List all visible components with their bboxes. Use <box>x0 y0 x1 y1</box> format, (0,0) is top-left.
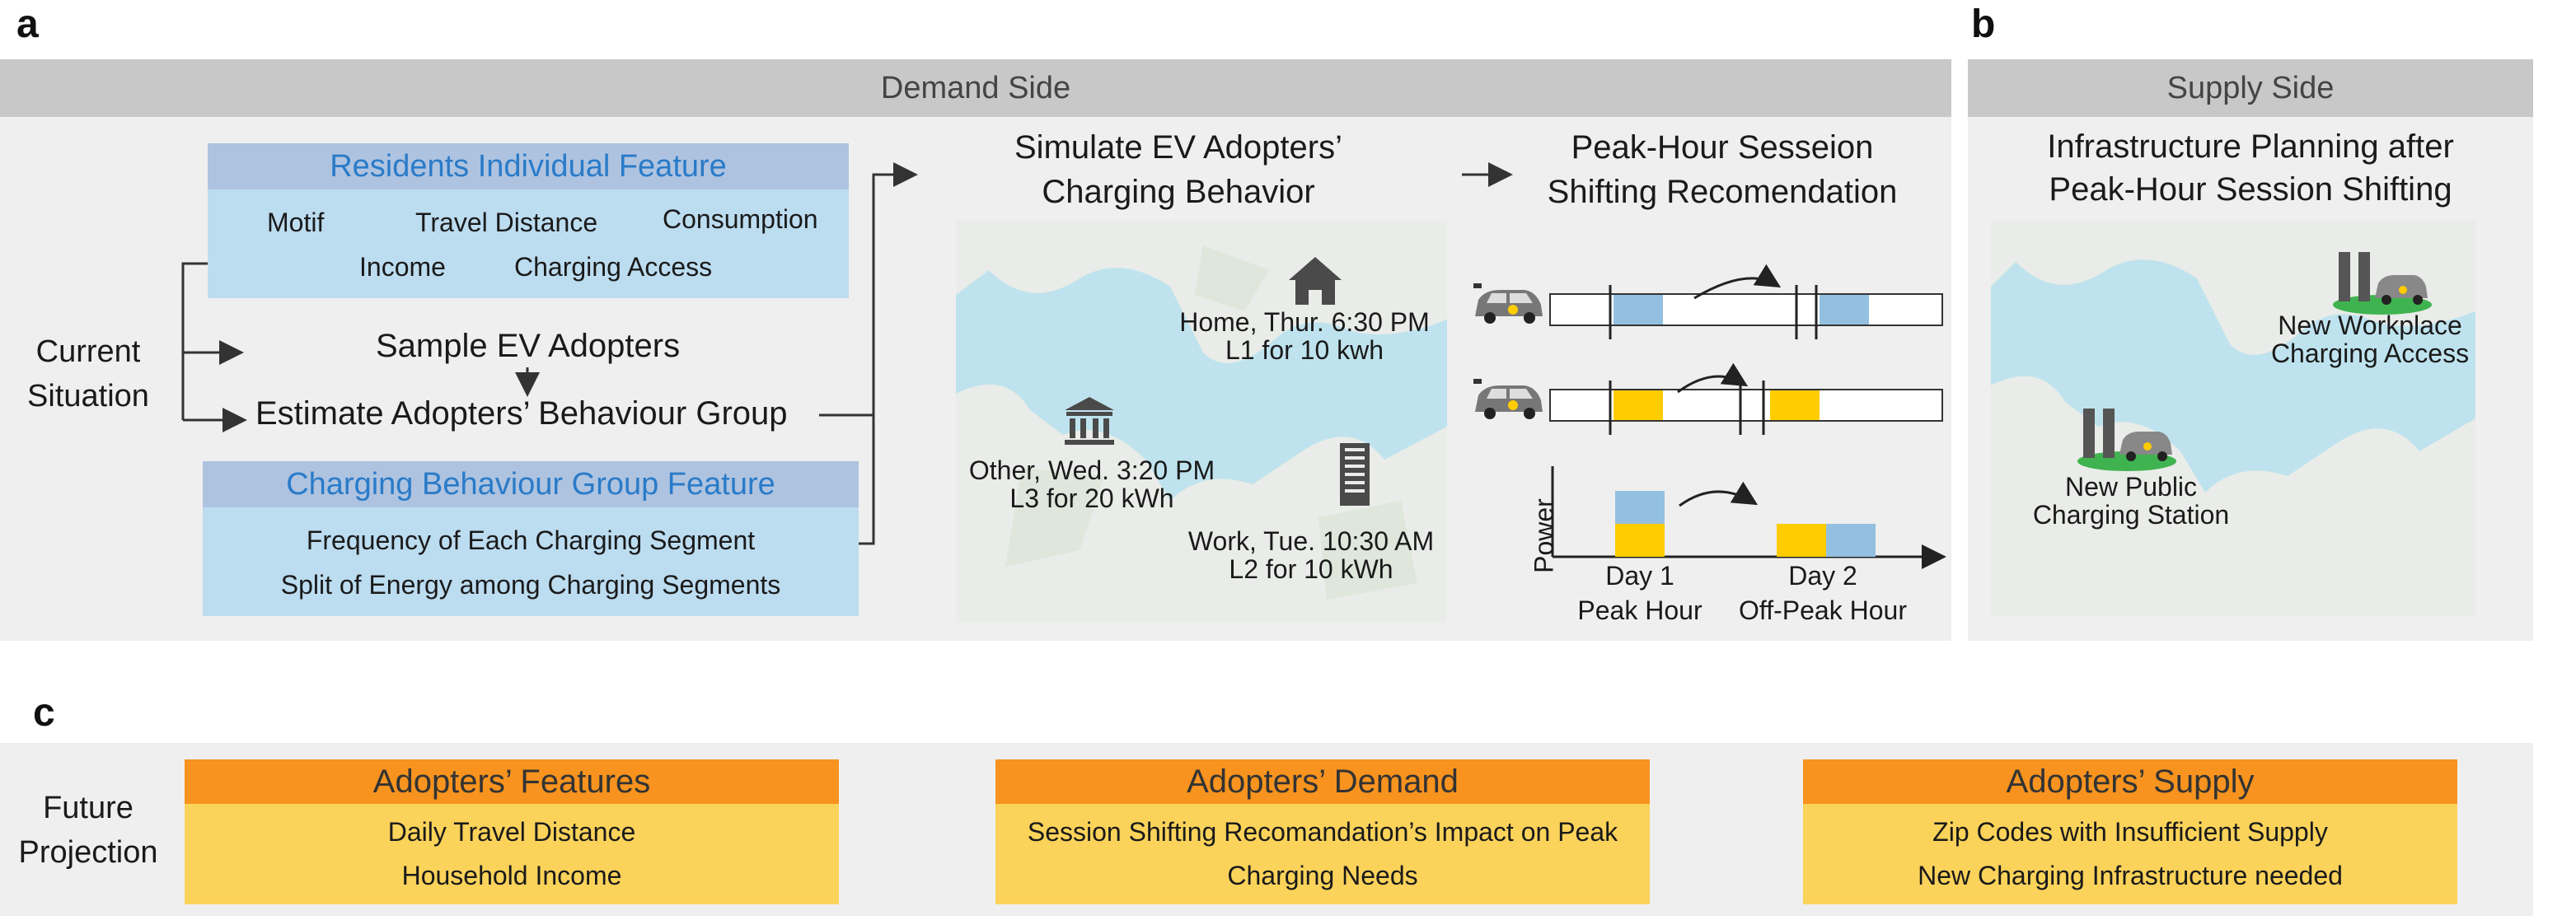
charging-group-box: Frequency of Each Charging Segment Split… <box>203 507 859 616</box>
supply-map: New Workplace Charging Access New Public… <box>1991 221 2475 616</box>
future-line: New Charging Infrastructure needed <box>1918 861 2343 890</box>
feature-item-motif: Motif <box>267 208 325 237</box>
future-line: Zip Codes with Insufficient Supply <box>1932 817 2328 847</box>
future-line: Daily Travel Distance <box>387 817 636 847</box>
other-session-label: Other, Wed. 3:20 PM L3 for 20 kWh <box>968 455 1215 513</box>
panel-label-a: a <box>16 2 39 46</box>
adopters-supply-box: Adopters’ Supply Zip Codes with Insuffic… <box>1803 759 2457 904</box>
future-projection-label: Future Projection <box>18 791 158 870</box>
adopters-features-box: Adopters’ Features Daily Travel Distance… <box>185 759 839 904</box>
peak-title: Peak-Hour Sesseion Shifting Recomendatio… <box>1547 129 1898 210</box>
demand-side-header: Demand Side <box>0 59 1951 117</box>
day1-label: Day 1 Peak Hour <box>1577 561 1703 625</box>
session-after-yellow <box>1770 390 1820 420</box>
feature-item-travel-distance: Travel Distance <box>415 208 598 237</box>
sample-ev-adopters: Sample EV Adopters <box>376 328 681 364</box>
adopters-demand-title: Adopters’ Demand <box>995 759 1650 804</box>
day2-label: Day 2 Off-Peak Hour <box>1739 561 1907 625</box>
ev-car-icon <box>1473 283 1543 324</box>
new-workplace-label: New Workplace Charging Access <box>2270 311 2470 368</box>
simulate-title: Simulate EV Adopters’ Charging Behavior <box>1014 129 1342 210</box>
adopters-supply-title: Adopters’ Supply <box>1803 759 2457 804</box>
building-icon <box>1340 443 1370 506</box>
bank-icon <box>1065 397 1114 445</box>
session-before-yellow <box>1614 390 1663 420</box>
adopters-demand-box: Adopters’ Demand Session Shifting Recoma… <box>995 759 1650 904</box>
current-situation-label: Current Situation <box>27 334 149 413</box>
session-before-blue <box>1614 295 1663 325</box>
adopters-features-title: Adopters’ Features <box>185 759 839 804</box>
supply-subtitle: Infrastructure Planning after Peak-Hour … <box>2047 128 2454 208</box>
residents-feature-title: Residents Individual Feature <box>208 143 849 189</box>
home-icon <box>1289 257 1342 305</box>
future-line: Session Shifting Recomandation’s Impact … <box>1027 817 1618 847</box>
home-session-label: Home, Thur. 6:30 PM L1 for 10 kwh <box>1179 307 1430 365</box>
new-public-label: New Public Charging Station <box>2032 472 2230 530</box>
shift-chart-lines <box>1551 264 1946 569</box>
future-line: Household Income <box>401 861 622 890</box>
public-charger-icon <box>2077 409 2176 471</box>
group-item-frequency: Frequency of Each Charging Segment <box>306 525 756 555</box>
session-after-blue <box>1820 295 1869 325</box>
feature-item-income: Income <box>359 252 446 282</box>
future-line: Charging Needs <box>1227 861 1418 890</box>
timeline-bar-blue <box>1549 293 1943 326</box>
residents-feature-box: Motif Travel Distance Consumption Income… <box>208 189 849 298</box>
ev-car-icon-2 <box>1473 379 1543 419</box>
charging-group-title: Charging Behaviour Group Feature <box>203 461 859 507</box>
work-session-label: Work, Tue. 10:30 AM L2 for 10 kWh <box>1187 526 1435 584</box>
feature-item-charging-access: Charging Access <box>514 252 713 282</box>
group-item-split: Split of Energy among Charging Segments <box>280 570 781 600</box>
supply-side-header: Supply Side <box>1968 59 2533 117</box>
panel-label-c: c <box>33 691 55 735</box>
panel-label-b: b <box>1971 2 1996 46</box>
estimate-behaviour-group: Estimate Adopters’ Behaviour Group <box>255 395 788 432</box>
feature-item-consumption: Consumption <box>663 204 818 234</box>
timeline-bar-yellow <box>1549 389 1943 422</box>
demand-map: Home, Thur. 6:30 PM L1 for 10 kwh Other,… <box>956 221 1447 623</box>
workplace-charger-icon <box>2333 252 2432 315</box>
